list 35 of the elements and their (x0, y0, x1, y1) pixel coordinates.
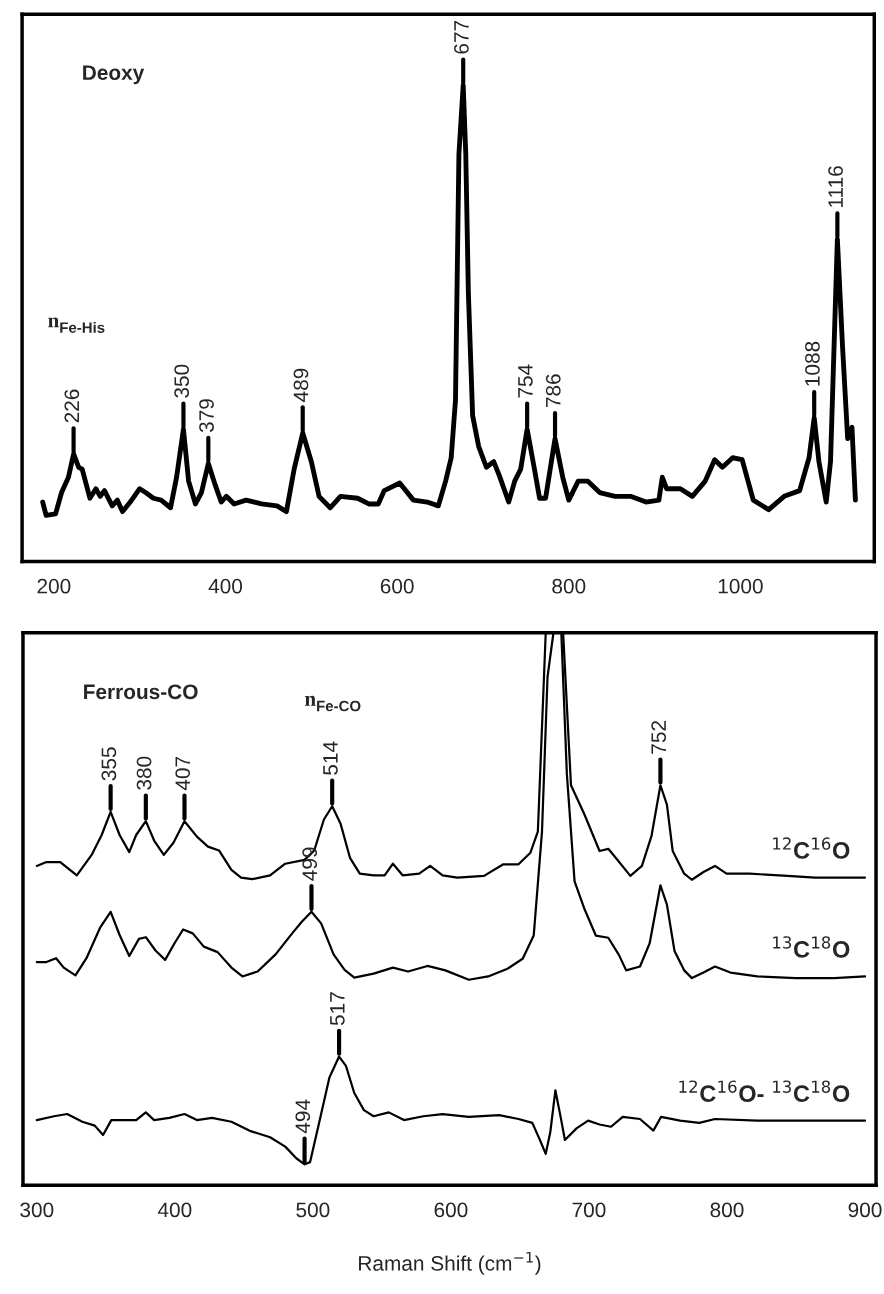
x-tick-label: 200 (37, 578, 71, 594)
x-tick-label: 400 (208, 578, 243, 594)
annotation: 226 (64, 389, 80, 423)
annotation: 1088 (805, 341, 820, 386)
series-label: $^{13}$C$^{18}$O (773, 936, 850, 958)
annotation: 752 (651, 721, 667, 754)
series-label: $^{12}$C$^{16}$O (773, 837, 850, 859)
series-label: $^{12}$C$^{16}$O- $^{13}$C$^{18}$O (679, 1080, 850, 1102)
x-tick-label: 1000 (718, 578, 763, 594)
annotation: 379 (199, 399, 214, 433)
x-tick-label: 400 (157, 1202, 192, 1218)
annotation: 489 (293, 368, 309, 402)
x-tick-label: 300 (20, 1202, 54, 1218)
annotation: 499 (302, 847, 318, 881)
annotation: 355 (101, 747, 117, 781)
annotation: 494 (295, 1099, 311, 1134)
x-tick-label: 700 (572, 1202, 606, 1218)
x-tick-label: 800 (710, 1202, 744, 1218)
annotation: 380 (136, 756, 152, 790)
annotation: 677 (454, 20, 469, 54)
x-tick-label: 500 (296, 1202, 330, 1218)
x-tick-label: 900 (848, 1202, 882, 1218)
x-tick-label: 600 (434, 1202, 468, 1218)
x-axis-title: Raman Shift (cm$^{−1}$) (359, 1251, 541, 1275)
x-tick-label: 600 (380, 578, 414, 594)
annotation: 407 (175, 756, 191, 791)
annotation: 1116 (828, 166, 843, 207)
text: Ferrous-CO (84, 684, 198, 700)
annotation: 754 (518, 364, 533, 398)
annotation: 514 (323, 741, 338, 775)
annotation: 517 (330, 992, 345, 1026)
x-tick-label: 800 (552, 578, 586, 594)
annotation: 786 (545, 374, 561, 408)
chart-title: Deoxy (83, 65, 145, 85)
annotation: 350 (174, 364, 190, 398)
